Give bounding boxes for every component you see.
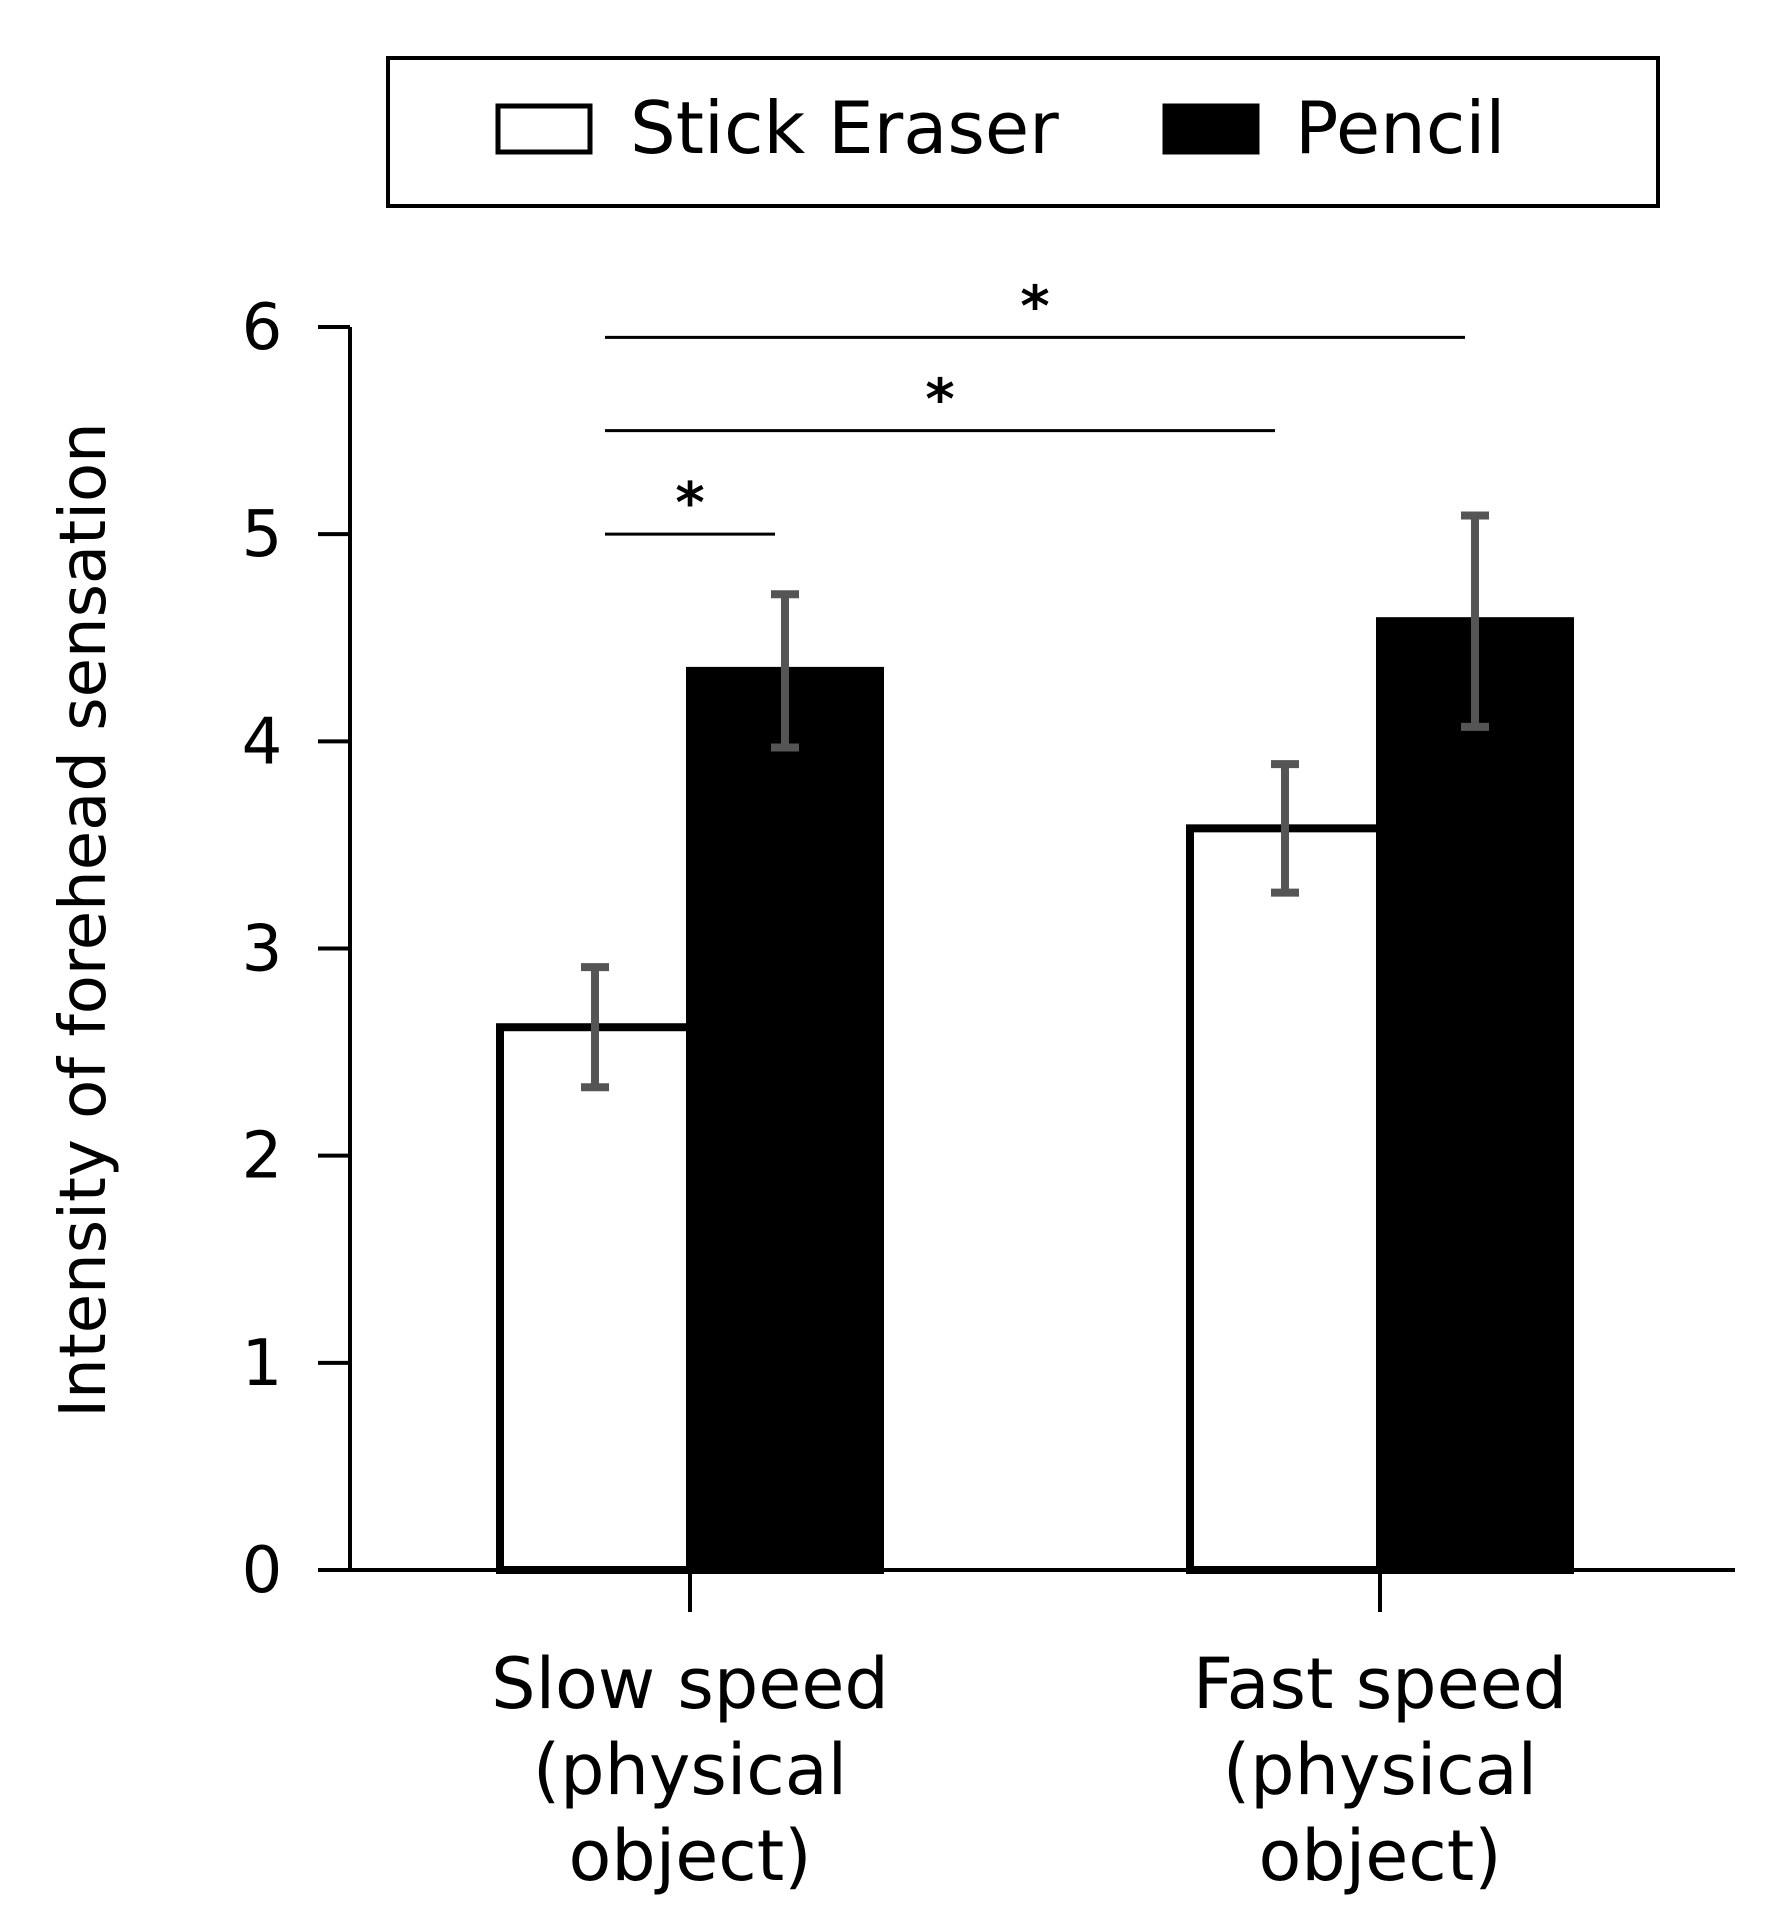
bar-pencil-0 xyxy=(686,666,884,1574)
legend-frame xyxy=(386,56,1660,208)
significance-star-1: * xyxy=(925,368,954,433)
category-label-1-line-0: Fast speed xyxy=(1193,1643,1567,1725)
category-label-0-line-0: Slow speed xyxy=(491,1643,889,1725)
legend-swatch-pencil xyxy=(1162,103,1260,155)
category-label-1-line-2: object) xyxy=(1258,1815,1501,1897)
category-label-0-line-1: (physical xyxy=(533,1729,847,1811)
legend: Stick Eraser Pencil xyxy=(386,56,1660,208)
significance-star-0: * xyxy=(675,471,704,536)
bar-stick-eraser-0 xyxy=(496,1023,694,1575)
category-label-1-line-1: (physical xyxy=(1223,1729,1537,1811)
y-tick-label-2: 2 xyxy=(242,1120,283,1194)
significance-layer: * * * xyxy=(605,274,1465,536)
y-tick-label-0: 0 xyxy=(242,1534,283,1608)
significance-star-2: * xyxy=(1020,274,1049,339)
error-bars-layer xyxy=(581,511,1489,1092)
bars-layer xyxy=(496,617,1574,1575)
legend-swatch-stick-eraser xyxy=(495,103,593,155)
category-label-0-line-2: object) xyxy=(568,1815,811,1897)
y-axis-label: Intensity of forehead sensation xyxy=(47,422,121,1417)
bar-pencil-1 xyxy=(1376,617,1574,1574)
y-tick-label-4: 4 xyxy=(242,705,283,779)
y-tick-label-1: 1 xyxy=(242,1327,283,1401)
y-tick-label-5: 5 xyxy=(242,498,283,572)
y-tick-label-6: 6 xyxy=(242,291,283,365)
axes-layer xyxy=(318,325,1735,1612)
legend-label-pencil: Pencil xyxy=(1295,86,1505,170)
legend-label-stick-eraser: Stick Eraser xyxy=(630,86,1059,170)
y-tick-label-3: 3 xyxy=(242,913,283,987)
bar-stick-eraser-1 xyxy=(1186,824,1384,1574)
